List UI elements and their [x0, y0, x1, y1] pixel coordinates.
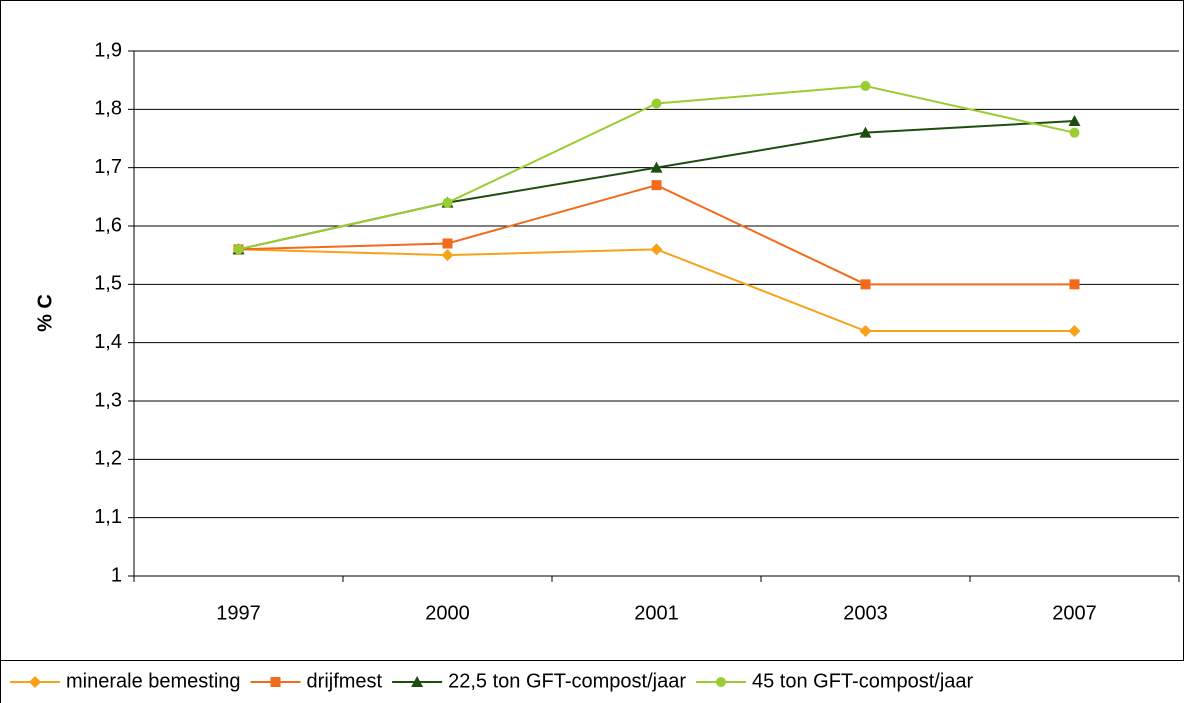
x-tick-label: 2007 [1052, 602, 1097, 624]
marker [716, 677, 726, 687]
marker [1069, 127, 1080, 138]
x-tick-label: 2001 [634, 602, 679, 624]
y-tick-label: 1,6 [94, 214, 122, 236]
x-tick-label: 1997 [216, 602, 261, 624]
marker [1068, 115, 1081, 126]
legend-box [0, 660, 1184, 703]
y-tick-label: 1,8 [94, 98, 122, 120]
y-tick-label: 1,9 [94, 39, 122, 61]
marker [441, 249, 454, 262]
marker [442, 197, 453, 208]
y-tick-label: 1 [111, 564, 122, 586]
marker [650, 161, 663, 173]
y-tick-label: 1,5 [94, 273, 122, 295]
marker [859, 126, 872, 138]
marker [651, 98, 662, 109]
marker [270, 677, 281, 687]
marker [860, 279, 871, 290]
marker [859, 325, 872, 337]
y-axis-label: % C [34, 294, 56, 332]
marker [442, 238, 453, 249]
marker [1069, 279, 1080, 290]
x-tick-label: 2003 [843, 602, 888, 624]
y-tick-label: 1,1 [94, 506, 122, 528]
marker [233, 244, 244, 255]
y-tick-label: 1,7 [94, 156, 122, 178]
legend-label: minerale bemesting [66, 670, 241, 692]
marker [411, 676, 424, 687]
marker [1068, 325, 1081, 337]
marker [651, 180, 662, 191]
y-tick-label: 1,3 [94, 389, 122, 411]
marker [650, 243, 663, 256]
legend-label: 22,5 ton GFT-compost/jaar [448, 670, 686, 692]
legend-label: drijfmest [307, 670, 383, 692]
y-tick-label: 1,2 [94, 448, 122, 470]
marker [860, 81, 871, 91]
marker [29, 676, 41, 688]
y-tick-label: 1,4 [94, 331, 122, 353]
x-tick-label: 2000 [425, 602, 470, 624]
legend-label: 45 ton GFT-compost/jaar [752, 670, 974, 692]
